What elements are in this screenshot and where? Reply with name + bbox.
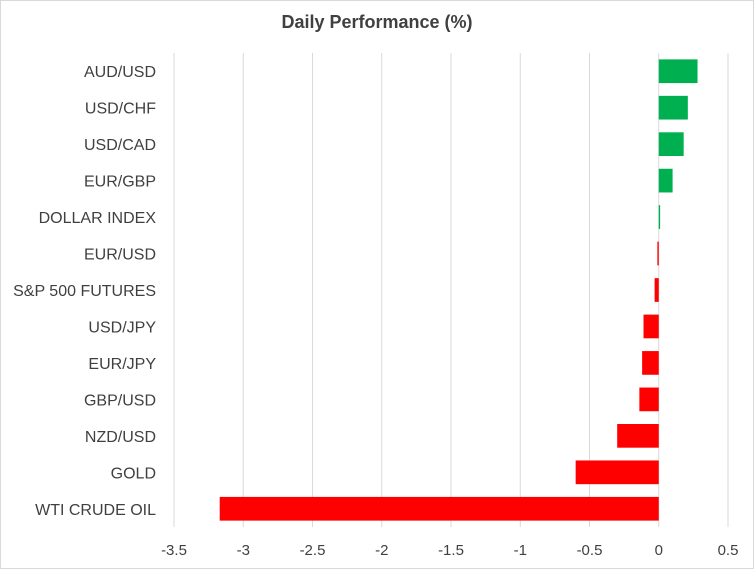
bar-usd-chf — [658, 95, 688, 120]
bar-nzd-usd — [617, 423, 659, 448]
category-label: GOLD — [111, 465, 156, 482]
bar-eur-usd — [657, 241, 659, 266]
bar-gold — [575, 460, 659, 485]
bar-usd-cad — [658, 132, 684, 157]
category-label: NZD/USD — [85, 429, 156, 446]
bar-gbp-usd — [639, 387, 659, 412]
category-label: USD/CHF — [85, 101, 156, 118]
x-tick-label: -2.5 — [300, 542, 326, 559]
bar-aud-usd — [658, 59, 698, 84]
category-label: DOLLAR INDEX — [39, 210, 157, 227]
bar-eur-jpy — [642, 351, 659, 375]
x-tick-label: -2 — [375, 542, 388, 559]
category-label: EUR/GBP — [84, 174, 156, 191]
x-tick-label: 0 — [655, 542, 663, 559]
chart-title: Daily Performance (%) — [281, 12, 473, 32]
bar-eur-gbp — [658, 168, 673, 193]
x-tick-label: -1.5 — [438, 542, 464, 559]
x-tick-label: -3.5 — [161, 542, 187, 559]
category-label: AUD/USD — [84, 64, 156, 81]
category-label: EUR/JPY — [88, 356, 156, 373]
x-tick-label: -1 — [514, 542, 527, 559]
x-tick-label: 0.5 — [718, 542, 739, 559]
x-tick-label: -0.5 — [577, 542, 603, 559]
category-label: EUR/USD — [84, 247, 156, 264]
category-label: USD/CAD — [84, 137, 156, 154]
x-tick-label: -3 — [237, 542, 250, 559]
bar-usd-jpy — [643, 314, 659, 339]
category-label: USD/JPY — [88, 319, 156, 336]
bar-s-p-500-futures — [654, 278, 659, 302]
bar-wti-crude-oil — [219, 496, 659, 521]
bar-dollar-index — [658, 205, 661, 229]
category-label: S&P 500 FUTURES — [13, 283, 156, 300]
category-label: GBP/USD — [84, 392, 156, 409]
category-label: WTI CRUDE OIL — [35, 502, 156, 519]
